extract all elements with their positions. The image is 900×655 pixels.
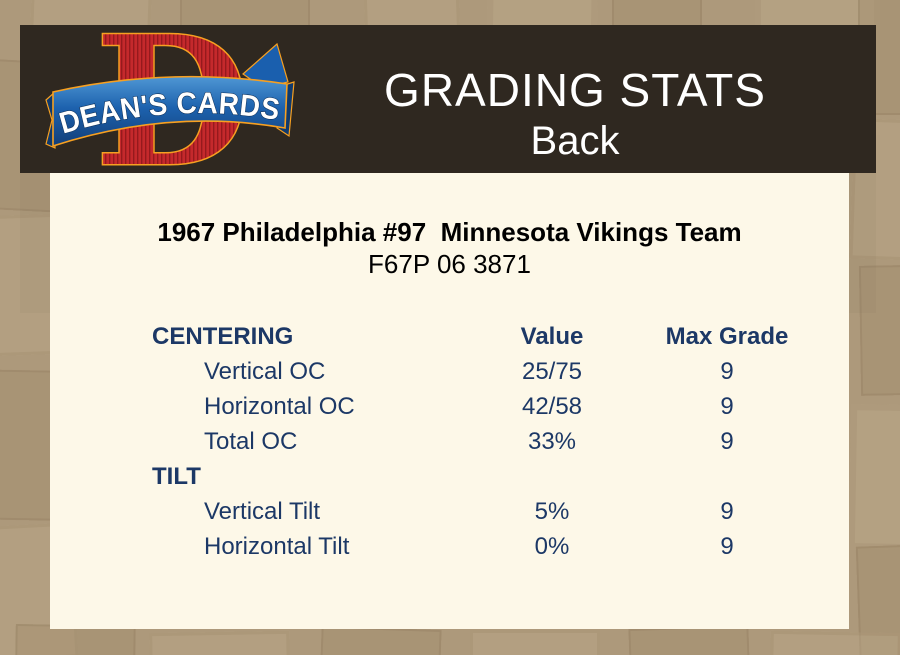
row-value: 25/75: [521, 358, 583, 385]
row-value: 5%: [534, 498, 570, 525]
row-label: Vertical OC: [204, 358, 326, 385]
grading-stats-table: CENTERING Value Max Grade Vertical OC 25…: [152, 319, 812, 564]
row-max-grade: 9: [720, 358, 734, 385]
background-card: [318, 625, 442, 655]
section-label-centering: CENTERING: [152, 323, 294, 350]
row-value: [462, 459, 642, 494]
column-header-max-grade: Max Grade: [665, 323, 789, 350]
row-label: Total OC: [204, 428, 298, 455]
background-card: [848, 404, 900, 551]
row-value: 42/58: [521, 393, 583, 420]
table-row: Horizontal OC 42/58 9: [152, 389, 812, 424]
logo-ribbon-band: [52, 75, 288, 148]
background-card: [628, 624, 752, 655]
row-label: Horizontal Tilt: [204, 533, 350, 560]
table-row: Total OC 33% 9: [152, 424, 812, 459]
deans-cards-logo: D DEAN'S CARDS: [45, 28, 295, 170]
section-label-tilt: TILT: [152, 463, 201, 490]
row-label: Vertical Tilt: [204, 498, 321, 525]
row-max-grade: 9: [720, 428, 734, 455]
card-code: F67P 06 3871: [368, 249, 531, 279]
table-row: Vertical Tilt 5% 9: [152, 494, 812, 529]
row-max-grade: 9: [720, 393, 734, 420]
header-bar: D DEAN'S CARDS GRADING STATS Back: [20, 25, 876, 173]
table-row: Vertical OC 25/75 9: [152, 354, 812, 389]
header-titles: GRADING STATS Back: [275, 25, 875, 173]
table-header-row: CENTERING Value Max Grade: [152, 319, 812, 354]
background-card: [769, 630, 900, 655]
page-subtitle: Back: [530, 119, 620, 163]
card-title: 1967 Philadelphia #97 Minnesota Vikings …: [157, 217, 742, 247]
row-value: 0%: [534, 533, 570, 560]
row-value: 33%: [527, 428, 577, 455]
background-card: [149, 630, 291, 655]
stats-panel: 1967 Philadelphia #97 Minnesota Vikings …: [50, 173, 849, 629]
column-header-value: Value: [520, 323, 584, 350]
background-card: [470, 630, 600, 655]
background-shade: [20, 173, 50, 313]
row-max-grade: 9: [720, 533, 734, 560]
table-row: Horizontal Tilt 0% 9: [152, 529, 812, 564]
page-title: GRADING STATS: [384, 64, 766, 116]
row-max-grade: [642, 459, 812, 494]
row-max-grade: 9: [720, 498, 734, 525]
row-label: Horizontal OC: [204, 393, 355, 420]
background-shade: [849, 173, 876, 313]
table-section-row: TILT: [152, 459, 812, 494]
